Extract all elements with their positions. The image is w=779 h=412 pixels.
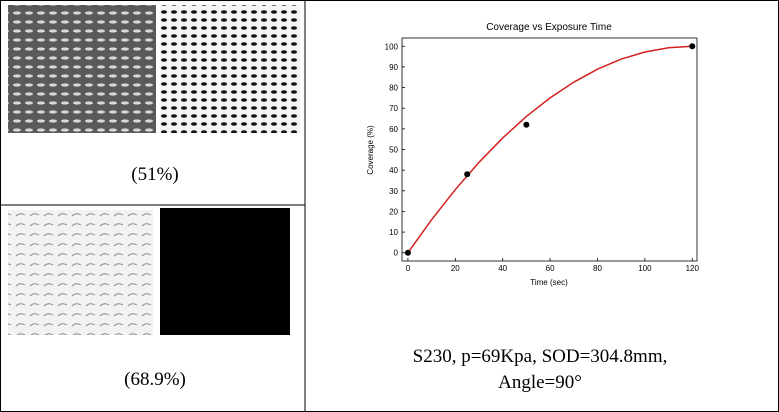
x-tick-label: 20	[451, 264, 460, 273]
x-axis-label: Time (sec)	[530, 278, 568, 287]
x-tick-label: 40	[498, 264, 507, 273]
y-tick-label: 30	[389, 187, 398, 196]
photo	[8, 210, 153, 335]
y-axis-label: Coverage (%)	[366, 125, 375, 175]
y-tick-label: 20	[389, 207, 398, 216]
caption: Angle=90°	[498, 372, 582, 393]
data-point	[404, 249, 411, 256]
photo	[8, 5, 156, 133]
y-tick-label: 60	[389, 125, 398, 134]
caption: S230, p=69Kpa, SOD=304.8mm,	[413, 346, 668, 367]
x-tick-label: 120	[686, 264, 700, 273]
binary-image	[160, 5, 300, 133]
y-tick-label: 90	[389, 63, 398, 72]
y-tick-label: 70	[389, 104, 398, 113]
y-tick-label: 80	[389, 84, 398, 93]
y-tick-label: 100	[385, 42, 399, 51]
chart-title: Coverage vs Exposure Time	[486, 22, 612, 33]
data-point	[523, 121, 530, 128]
cell-label: (68.9%)	[124, 369, 186, 390]
binary-image	[160, 208, 290, 335]
plot-frame	[401, 37, 698, 262]
y-tick-label: 40	[389, 166, 398, 175]
y-tick-label: 10	[389, 228, 398, 237]
x-tick-label: 100	[638, 264, 652, 273]
y-tick-label: 0	[394, 249, 399, 258]
fit-line	[407, 45, 693, 254]
x-tick-label: 0	[406, 264, 411, 273]
data-point	[464, 171, 471, 178]
y-tick-label: 50	[389, 146, 398, 155]
cell-label: (51%)	[131, 164, 178, 185]
x-tick-label: 60	[546, 264, 555, 273]
data-point	[689, 43, 696, 50]
x-tick-label: 80	[593, 264, 602, 273]
